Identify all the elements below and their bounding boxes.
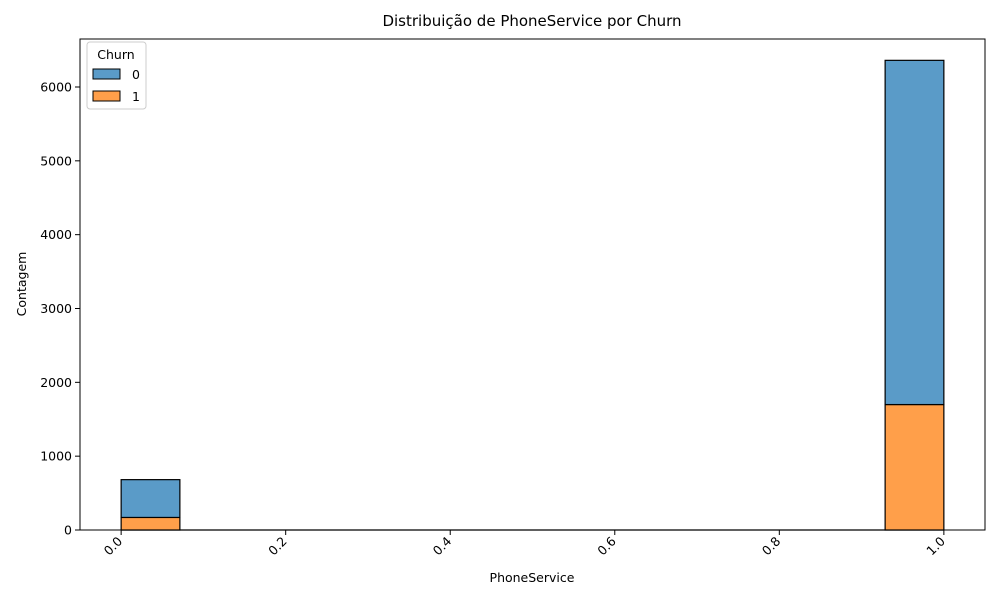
bar-churn-0-bin-1 <box>884 59 945 406</box>
bar-churn-0-bin-0 <box>120 479 181 519</box>
y-tick-label: 0 <box>64 523 72 538</box>
legend-swatch-1 <box>92 90 121 102</box>
bars-group <box>120 59 945 531</box>
y-tick-label: 1000 <box>40 449 72 464</box>
y-tick-label: 5000 <box>40 153 72 168</box>
plot-frame <box>79 38 986 531</box>
legend-label-1: 1 <box>132 89 140 104</box>
legend-title: Churn <box>97 47 134 62</box>
bar-churn-1-bin-0 <box>120 516 181 531</box>
bar-churn-1-bin-1 <box>884 403 945 531</box>
y-axis-label: Contagem <box>14 252 29 317</box>
x-tick-label: 0.4 <box>430 533 455 558</box>
x-tick-label: 0.6 <box>594 533 619 558</box>
chart-title: Distribuição de PhoneService por Churn <box>382 12 681 30</box>
legend-swatch-0 <box>92 68 121 80</box>
x-axis: 0.0 0.2 0.4 0.6 0.8 1.0 <box>101 530 948 558</box>
y-tick-label: 3000 <box>40 301 72 316</box>
y-tick-label: 6000 <box>40 79 72 94</box>
x-tick-label: 1.0 <box>923 533 948 558</box>
x-axis-label: PhoneService <box>490 570 575 585</box>
x-tick-label: 0.0 <box>101 533 126 558</box>
legend: Churn 0 1 <box>86 41 147 110</box>
x-tick-label: 0.2 <box>265 534 290 559</box>
y-axis: 0 1000 2000 3000 4000 5000 6000 <box>40 79 80 538</box>
legend-label-0: 0 <box>132 67 140 82</box>
y-tick-label: 4000 <box>40 227 72 242</box>
x-tick-label: 0.8 <box>759 533 784 558</box>
y-tick-label: 2000 <box>40 375 72 390</box>
